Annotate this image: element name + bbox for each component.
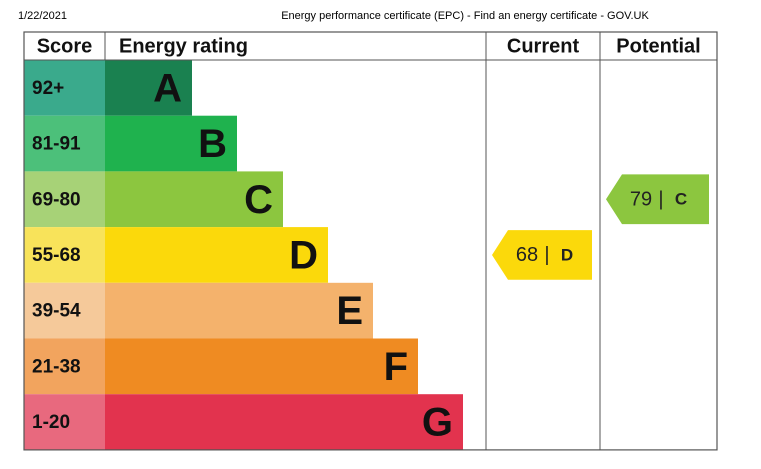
column-header: Potential	[616, 35, 700, 57]
score-label: 1-20	[32, 412, 70, 433]
score-cell	[24, 394, 105, 450]
score-cell	[24, 282, 105, 339]
band-letter: F	[384, 345, 408, 389]
potential-letter: C	[675, 190, 687, 209]
current-value: 68	[516, 244, 538, 266]
current-separator: |	[544, 244, 549, 266]
band-letter: A	[153, 66, 182, 110]
rating-bar	[105, 60, 192, 116]
potential-arrow	[606, 174, 709, 225]
potential-separator: |	[658, 189, 663, 211]
rating-bar	[105, 115, 237, 172]
score-cell	[24, 60, 105, 116]
score-label: 39-54	[32, 301, 81, 322]
score-cell	[24, 115, 105, 172]
rating-bar	[105, 338, 418, 395]
score-label: 55-68	[32, 245, 81, 266]
score-cell	[24, 338, 105, 395]
band-letter: C	[244, 178, 273, 222]
column-header: Score	[37, 35, 93, 57]
score-label: 81-91	[32, 134, 81, 155]
print-date: 1/22/2021	[18, 10, 67, 22]
rating-bar	[105, 394, 463, 450]
column-header: Energy rating	[119, 35, 248, 57]
score-label: 21-38	[32, 356, 81, 377]
band-letter: G	[422, 401, 453, 445]
band-letter: D	[289, 234, 318, 278]
score-cell	[24, 171, 105, 228]
band-letter: E	[336, 289, 363, 333]
rating-bar	[105, 171, 283, 228]
rating-bar	[105, 282, 373, 339]
score-cell	[24, 227, 105, 283]
column-header: Current	[507, 35, 580, 57]
table-frame	[23, 31, 718, 451]
score-label: 69-80	[32, 189, 81, 210]
current-arrow	[492, 230, 592, 280]
potential-value: 79	[630, 189, 652, 211]
band-letter: B	[198, 122, 227, 166]
print-title: Energy performance certificate (EPC) - F…	[281, 10, 649, 22]
current-letter: D	[561, 245, 573, 264]
score-label: 92+	[32, 78, 64, 99]
rating-bar	[105, 227, 328, 283]
